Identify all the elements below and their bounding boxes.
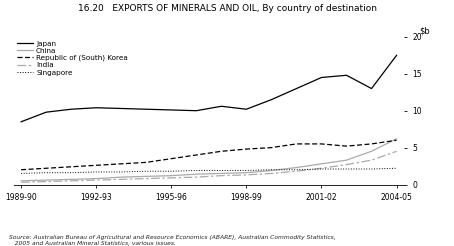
Japan — [369, 87, 374, 90]
Singapore — [19, 172, 24, 175]
Japan — [94, 106, 99, 109]
China — [369, 150, 374, 153]
Republic of (South) Korea — [294, 142, 299, 145]
Republic of (South) Korea — [118, 162, 124, 165]
Line: Singapore: Singapore — [21, 168, 396, 173]
China — [394, 137, 399, 140]
Republic of (South) Korea — [244, 148, 249, 151]
China — [193, 173, 199, 176]
China — [118, 176, 124, 179]
India — [44, 180, 49, 183]
Japan — [118, 107, 124, 110]
India — [294, 170, 299, 173]
Japan — [394, 54, 399, 57]
Singapore — [269, 168, 274, 171]
Singapore — [344, 168, 349, 170]
Republic of (South) Korea — [143, 161, 149, 164]
Republic of (South) Korea — [319, 142, 324, 145]
Republic of (South) Korea — [94, 164, 99, 167]
Singapore — [294, 168, 299, 171]
Singapore — [69, 171, 74, 174]
Japan — [168, 108, 174, 111]
China — [294, 166, 299, 169]
Singapore — [219, 169, 224, 172]
India — [269, 172, 274, 175]
Republic of (South) Korea — [69, 165, 74, 168]
Singapore — [118, 170, 124, 173]
Text: 16.20   EXPORTS OF MINERALS AND OIL, By country of destination: 16.20 EXPORTS OF MINERALS AND OIL, By co… — [78, 4, 376, 13]
India — [94, 179, 99, 182]
Singapore — [193, 169, 199, 172]
Line: China: China — [21, 139, 396, 181]
Singapore — [143, 170, 149, 173]
Japan — [294, 87, 299, 90]
China — [143, 175, 149, 178]
India — [344, 163, 349, 166]
Japan — [319, 76, 324, 79]
Republic of (South) Korea — [369, 142, 374, 145]
China — [44, 179, 49, 182]
Japan — [219, 105, 224, 108]
Legend: Japan, China, Republic of (South) Korea, India, Singapore: Japan, China, Republic of (South) Korea,… — [17, 41, 128, 76]
Japan — [19, 120, 24, 123]
Japan — [69, 108, 74, 111]
India — [219, 174, 224, 177]
Singapore — [369, 168, 374, 170]
Singapore — [44, 171, 49, 174]
India — [19, 181, 24, 184]
Japan — [244, 108, 249, 111]
Singapore — [168, 170, 174, 173]
Singapore — [244, 169, 249, 172]
China — [69, 178, 74, 181]
India — [69, 179, 74, 182]
Line: Republic of (South) Korea: Republic of (South) Korea — [21, 140, 396, 170]
China — [168, 174, 174, 177]
Republic of (South) Korea — [19, 168, 24, 171]
China — [244, 171, 249, 174]
Japan — [344, 74, 349, 77]
Japan — [269, 98, 274, 101]
India — [319, 167, 324, 170]
China — [219, 172, 224, 175]
Text: $b: $b — [419, 26, 430, 35]
Japan — [143, 108, 149, 111]
India — [394, 150, 399, 153]
India — [168, 176, 174, 179]
Singapore — [94, 170, 99, 173]
India — [118, 178, 124, 181]
Republic of (South) Korea — [193, 154, 199, 156]
Japan — [193, 109, 199, 112]
China — [319, 162, 324, 165]
India — [143, 177, 149, 180]
Republic of (South) Korea — [344, 145, 349, 148]
India — [244, 173, 249, 176]
China — [19, 179, 24, 182]
China — [344, 159, 349, 162]
Republic of (South) Korea — [168, 157, 174, 160]
Republic of (South) Korea — [394, 139, 399, 142]
Singapore — [319, 168, 324, 170]
Republic of (South) Korea — [219, 150, 224, 153]
China — [94, 177, 99, 180]
Text: Source: Australian Bureau of Agricultural and Resource Economics (ABARE), Austra: Source: Australian Bureau of Agricultura… — [9, 235, 336, 246]
China — [269, 169, 274, 172]
Singapore — [394, 167, 399, 170]
Japan — [44, 111, 49, 114]
Republic of (South) Korea — [269, 146, 274, 149]
India — [369, 159, 374, 162]
Republic of (South) Korea — [44, 167, 49, 170]
Line: Japan: Japan — [21, 55, 396, 122]
Line: India: India — [21, 151, 396, 182]
India — [193, 176, 199, 179]
